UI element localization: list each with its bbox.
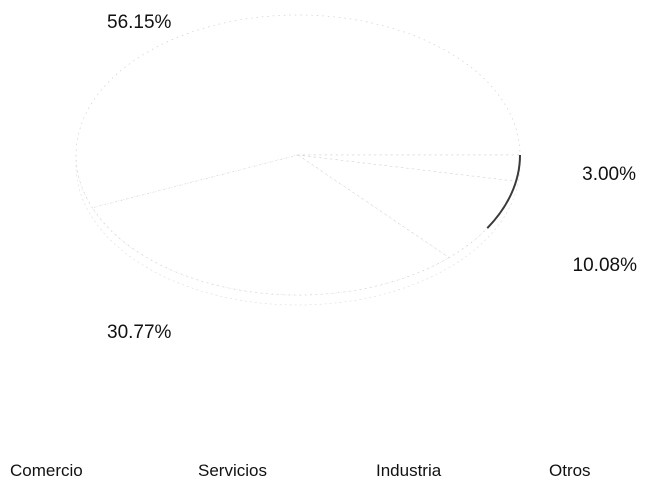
legend-item-servicios: Servicios	[198, 461, 267, 480]
pie-slice-otros	[297, 154, 521, 182]
legend: Comercio Servicios Industria Otros	[10, 461, 591, 480]
pie-slice-servicios	[91, 154, 450, 296]
value-label-servicios: 30.77%	[107, 322, 172, 343]
pie-edge-highlight	[486, 154, 521, 229]
value-label-otros: 3.00%	[582, 164, 636, 185]
value-label-comercio: 56.15%	[107, 12, 172, 33]
legend-item-comercio: Comercio	[10, 461, 83, 480]
value-label-industria: 10.08%	[573, 255, 638, 276]
pie-slice-comercio	[75, 14, 521, 209]
legend-item-industria: Industria	[376, 461, 442, 480]
value-labels-layer: 56.15% 30.77% 10.08% 3.00%	[107, 12, 637, 343]
legend-item-otros: Otros	[549, 461, 591, 480]
slices-layer	[75, 14, 521, 306]
